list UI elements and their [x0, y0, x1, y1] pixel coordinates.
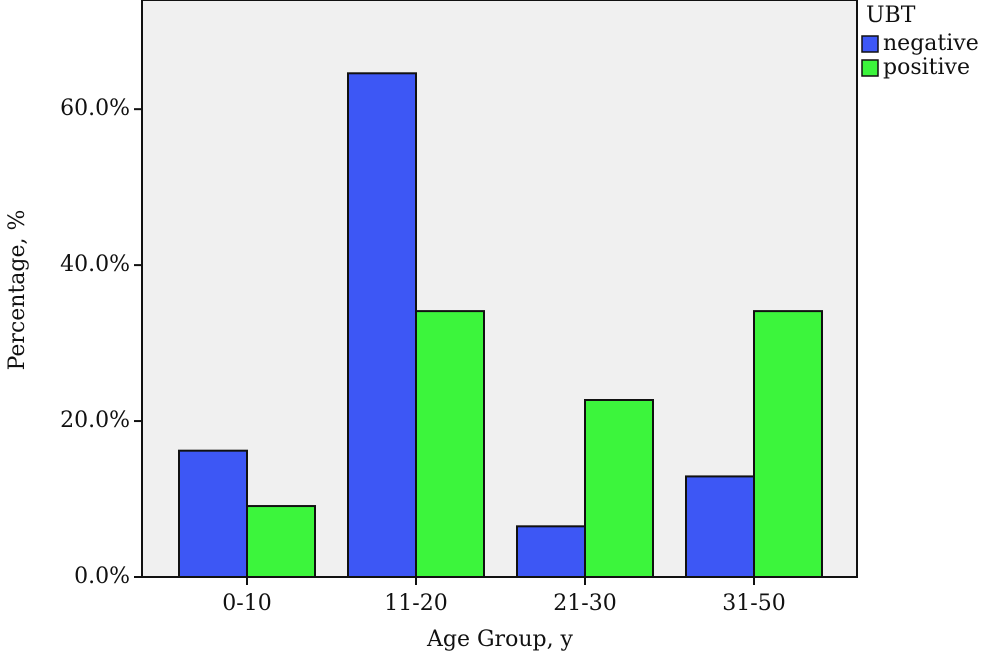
bar	[753, 310, 823, 578]
legend-label: positive	[883, 55, 970, 80]
bar	[246, 505, 316, 578]
bar	[178, 449, 248, 578]
bar	[347, 72, 417, 579]
x-tick-label: 31-50	[722, 591, 785, 616]
legend-swatch	[861, 59, 879, 77]
y-tick-label: 20.0%	[60, 408, 130, 433]
bar	[516, 525, 586, 578]
x-tick-label: 21-30	[553, 591, 616, 616]
x-tick-label: 11-20	[384, 591, 447, 616]
bar	[415, 310, 485, 578]
x-axis-label: Age Group, y	[426, 627, 574, 652]
x-tick-label: 0-10	[222, 591, 271, 616]
y-axis-label: Percentage, %	[5, 210, 30, 371]
y-tick-label: 0.0%	[74, 564, 130, 589]
bar	[685, 475, 755, 578]
y-tick-label: 60.0%	[60, 96, 130, 121]
legend-label: negative	[883, 31, 979, 56]
y-tick-label: 40.0%	[60, 252, 130, 277]
legend-title: UBT	[866, 3, 916, 28]
legend-swatch	[861, 35, 879, 53]
bar	[584, 399, 654, 578]
